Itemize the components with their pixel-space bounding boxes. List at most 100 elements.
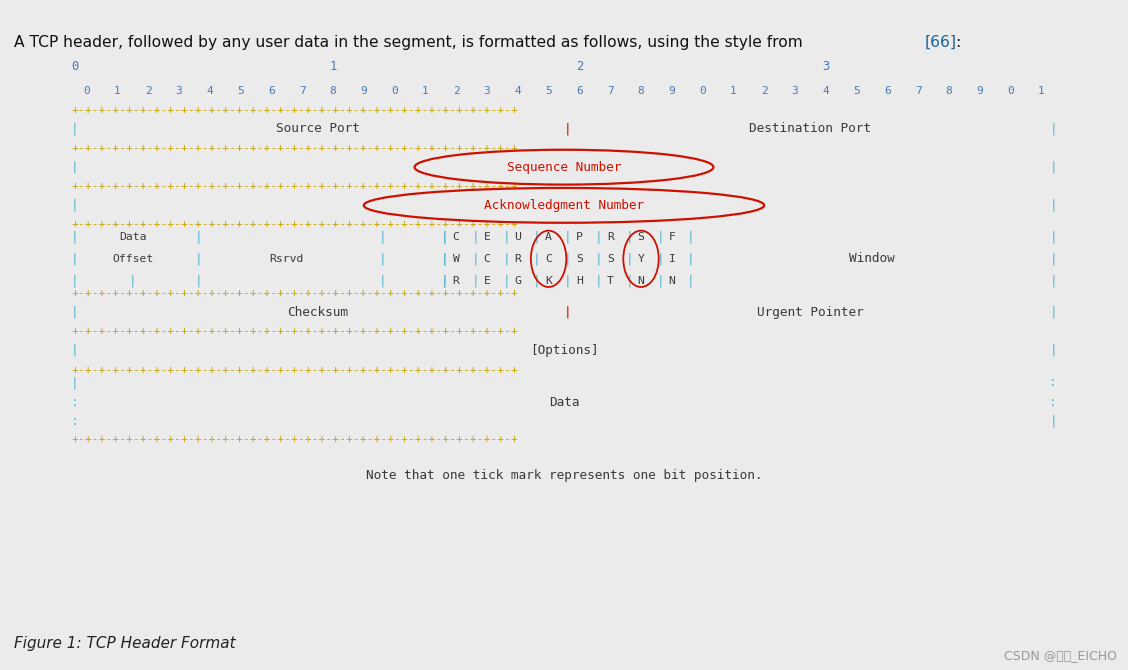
Text: |: |: [687, 274, 695, 287]
Text: |: |: [1049, 161, 1057, 174]
Text: :: :: [955, 35, 961, 50]
Text: +-+-+-+-+-+-+-+-+-+-+-+-+-+-+-+-+-+-+-+-+-+-+-+-+-+-+-+-+-+-+-+-+: +-+-+-+-+-+-+-+-+-+-+-+-+-+-+-+-+-+-+-+-…: [71, 434, 518, 444]
Text: |: |: [194, 230, 202, 243]
Text: 1: 1: [114, 86, 121, 96]
Text: 8: 8: [329, 86, 336, 96]
Text: |: |: [194, 253, 202, 265]
Text: [66]: [66]: [925, 35, 957, 50]
Text: E: E: [484, 276, 491, 286]
Text: |: |: [441, 274, 449, 287]
Text: S: S: [607, 254, 614, 264]
Text: |: |: [1049, 123, 1057, 135]
Text: |: |: [626, 253, 633, 265]
Text: |: |: [472, 274, 479, 287]
Text: |: |: [194, 274, 202, 287]
Text: |: |: [379, 230, 387, 243]
Text: 3: 3: [484, 86, 491, 96]
Text: |: |: [472, 230, 479, 243]
Text: 8: 8: [637, 86, 644, 96]
Text: |: |: [564, 306, 572, 319]
Text: |: |: [687, 230, 695, 243]
Text: Figure 1: TCP Header Format: Figure 1: TCP Header Format: [14, 636, 235, 651]
Text: Source Port: Source Port: [275, 123, 360, 135]
Text: |: |: [534, 230, 540, 243]
Text: K: K: [545, 276, 552, 286]
Text: F: F: [669, 232, 676, 242]
Text: :: :: [1049, 377, 1057, 389]
Text: |: |: [594, 253, 602, 265]
Text: T: T: [607, 276, 614, 286]
Text: |: |: [379, 253, 387, 265]
Text: Destination Port: Destination Port: [749, 123, 872, 135]
Text: 9: 9: [977, 86, 984, 96]
Text: P: P: [576, 232, 583, 242]
Text: |: |: [71, 306, 79, 319]
Text: Checksum: Checksum: [287, 306, 349, 319]
Text: 1: 1: [422, 86, 429, 96]
Text: |: |: [564, 123, 572, 135]
Text: :: :: [71, 415, 79, 427]
Text: U: U: [514, 232, 521, 242]
Text: |: |: [441, 253, 449, 265]
Text: +-+-+-+-+-+-+-+-+-+-+-+-+-+-+-+-+-+-+-+-+-+-+-+-+-+-+-+-+-+-+-+-+: +-+-+-+-+-+-+-+-+-+-+-+-+-+-+-+-+-+-+-+-…: [71, 143, 518, 153]
Text: N: N: [637, 276, 644, 286]
Text: |: |: [441, 230, 449, 243]
Text: 6: 6: [576, 86, 583, 96]
Text: R: R: [514, 254, 521, 264]
Text: 3: 3: [176, 86, 183, 96]
Text: I: I: [669, 254, 676, 264]
Text: 3: 3: [792, 86, 799, 96]
Text: |: |: [1049, 199, 1057, 212]
Text: |: |: [472, 253, 479, 265]
Text: |: |: [626, 274, 633, 287]
Text: N: N: [669, 276, 676, 286]
Text: |: |: [441, 274, 449, 287]
Text: |: |: [687, 253, 695, 265]
Text: |: |: [502, 253, 510, 265]
Text: Sequence Number: Sequence Number: [506, 161, 622, 174]
Text: |: |: [379, 274, 387, 287]
Text: |: |: [441, 230, 449, 243]
Text: Offset: Offset: [112, 254, 153, 264]
Text: 4: 4: [822, 86, 829, 96]
Text: +-+-+-+-+-+-+-+-+-+-+-+-+-+-+-+-+-+-+-+-+-+-+-+-+-+-+-+-+-+-+-+-+: +-+-+-+-+-+-+-+-+-+-+-+-+-+-+-+-+-+-+-+-…: [71, 326, 518, 336]
Text: 0: 0: [699, 86, 706, 96]
Text: 0: 0: [391, 86, 398, 96]
Text: 4: 4: [206, 86, 213, 96]
Text: 2: 2: [452, 86, 459, 96]
Text: H: H: [576, 276, 583, 286]
Text: :: :: [71, 395, 79, 409]
Text: |: |: [656, 274, 664, 287]
Text: +-+-+-+-+-+-+-+-+-+-+-+-+-+-+-+-+-+-+-+-+-+-+-+-+-+-+-+-+-+-+-+-+: +-+-+-+-+-+-+-+-+-+-+-+-+-+-+-+-+-+-+-+-…: [71, 182, 518, 191]
Text: CSDN @虎猫_EICHO: CSDN @虎猫_EICHO: [1004, 649, 1117, 662]
Text: |: |: [71, 253, 79, 265]
Text: |: |: [534, 253, 540, 265]
Text: |: |: [71, 161, 79, 174]
Text: 2: 2: [761, 86, 768, 96]
Text: |: |: [1049, 306, 1057, 319]
Text: Acknowledgment Number: Acknowledgment Number: [484, 199, 644, 212]
Text: |: |: [564, 253, 572, 265]
Text: |: |: [594, 230, 602, 243]
Text: 1: 1: [1038, 86, 1045, 96]
Text: 5: 5: [237, 86, 244, 96]
Text: E: E: [484, 232, 491, 242]
Text: 7: 7: [915, 86, 922, 96]
Text: A: A: [545, 232, 552, 242]
Text: |: |: [71, 274, 79, 287]
Text: A TCP header, followed by any user data in the segment, is formatted as follows,: A TCP header, followed by any user data …: [14, 35, 808, 50]
Text: |: |: [1049, 415, 1057, 427]
Text: R: R: [452, 276, 459, 286]
Text: C: C: [545, 254, 552, 264]
Text: |: |: [534, 274, 540, 287]
Text: 3: 3: [822, 60, 829, 73]
Text: |: |: [71, 377, 79, 389]
Text: 6: 6: [268, 86, 275, 96]
Text: 8: 8: [945, 86, 952, 96]
Text: 1: 1: [730, 86, 737, 96]
Text: 9: 9: [669, 86, 676, 96]
Text: Data: Data: [118, 232, 147, 242]
Text: |: |: [1049, 253, 1057, 265]
Text: |: |: [71, 230, 79, 243]
Text: Y: Y: [637, 254, 644, 264]
